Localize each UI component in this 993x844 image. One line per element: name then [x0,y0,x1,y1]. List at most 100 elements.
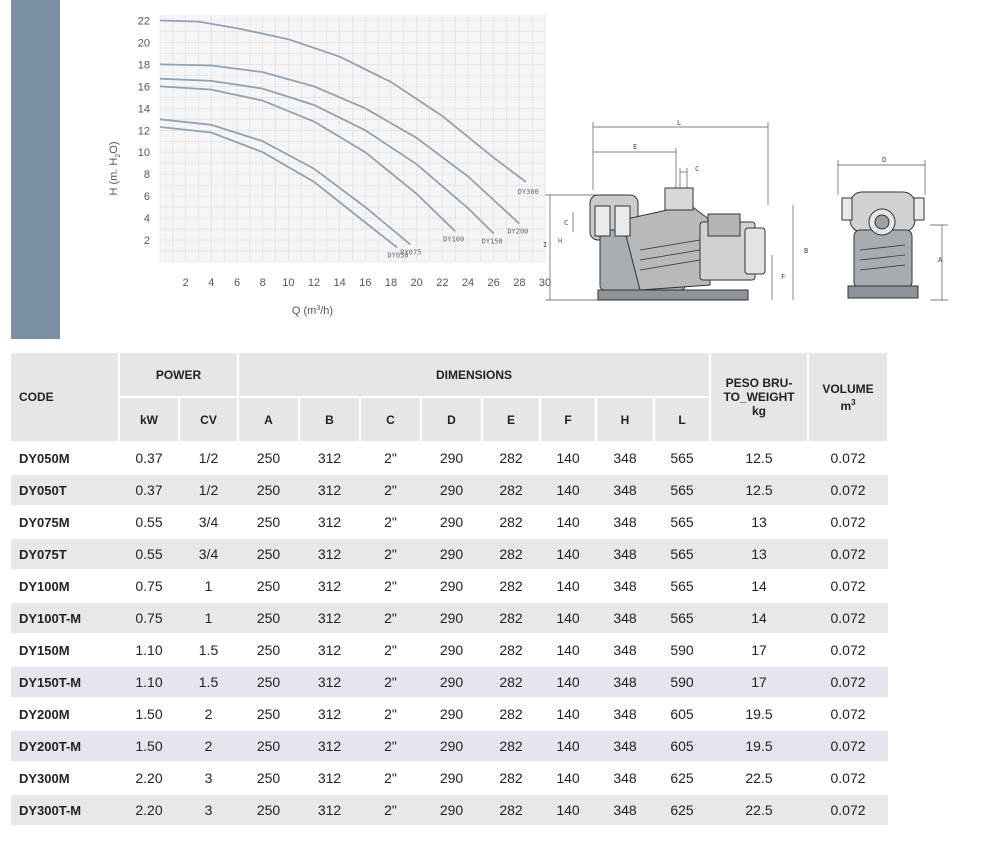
cell-l: 565 [654,506,711,539]
cell-d: 290 [421,442,482,475]
cell-a: 250 [238,442,299,475]
cell-e: 282 [482,794,540,827]
cell-c: 2" [360,570,421,603]
cell-kw: 0.55 [119,538,179,571]
cell-b: 312 [299,666,360,699]
cell-c: 2" [360,762,421,795]
table-row: DY200T-M 1.50 2 250 312 2" 290 282 140 3… [11,730,889,763]
curve-dy300 [159,19,527,183]
header-f: F [540,397,597,443]
y-tick-label: 16 [138,81,150,93]
cell-kw: 0.75 [119,602,179,635]
cell-f: 140 [540,474,596,507]
cell-weight: 12.5 [710,474,809,507]
side-color-bar [11,0,60,339]
cell-a: 250 [238,474,299,507]
x-tick-label: 10 [282,277,294,289]
cell-weight: 12.5 [710,442,809,475]
cell-c: 2" [360,506,421,539]
cell-d: 290 [421,538,482,571]
x-tick-label: 14 [334,277,346,289]
cell-volume: 0.072 [808,794,889,827]
cell-code: DY300M [11,762,119,795]
cell-e: 282 [482,634,540,667]
x-tick-label: 22 [436,277,448,289]
table-row: DY100T-M 0.75 1 250 312 2" 290 282 140 3… [11,602,889,635]
x-tick-label: 30 [539,277,551,289]
cell-cv: 3/4 [179,506,238,539]
cell-code: DY050T [11,474,119,507]
y-tick-label: 12 [138,125,150,137]
curve-dy075 [159,118,411,246]
cell-kw: 0.75 [119,570,179,603]
cell-a: 250 [238,538,299,571]
cell-f: 140 [540,794,596,827]
curve-label-dy150: DY150 [482,237,503,245]
cell-h: 348 [596,602,654,635]
table-row: DY075M 0.55 3/4 250 312 2" 290 282 140 3… [11,506,889,539]
x-tick-label: 20 [411,277,423,289]
cell-l: 590 [654,666,711,699]
table-body: DY050M 0.37 1/2 250 312 2" 290 282 140 3… [11,442,889,827]
cell-kw: 0.37 [119,474,179,507]
dim-label-a: A [938,256,943,264]
cell-e: 282 [482,442,540,475]
curve-label-dy075: DY075 [400,248,421,256]
header-h: H [596,397,655,443]
chart-h-label: H [558,237,562,245]
cell-f: 140 [540,762,596,795]
cell-weight: 13 [710,538,809,571]
cell-e: 282 [482,506,540,539]
cell-c: 2" [360,794,421,827]
cell-kw: 1.50 [119,698,179,731]
cell-a: 250 [238,730,299,763]
header-c: C [360,397,422,443]
cell-weight: 17 [710,634,809,667]
cell-f: 140 [540,602,596,635]
cell-code: DY100T-M [11,602,119,635]
cell-l: 625 [654,762,711,795]
cell-l: 565 [654,570,711,603]
cell-b: 312 [299,698,360,731]
specification-table: CODE POWER DIMENSIONS PESO BRU- TO_WEIGH… [11,353,890,827]
header-kw: kW [119,397,180,443]
cell-code: DY100M [11,570,119,603]
dim-label-c-left: C [564,219,568,227]
header-a: A [238,397,300,443]
x-tick-label: 12 [308,277,320,289]
cell-c: 2" [360,442,421,475]
header-b: B [299,397,361,443]
x-tick-label: 6 [234,277,240,289]
cell-weight: 13 [710,506,809,539]
chart-grid [159,15,546,263]
table-row: DY300M 2.20 3 250 312 2" 290 282 140 348… [11,762,889,795]
table-row: DY050T 0.37 1/2 250 312 2" 290 282 140 3… [11,474,889,507]
cell-e: 282 [482,666,540,699]
cell-a: 250 [238,570,299,603]
cell-f: 140 [540,442,596,475]
y-tick-label: 18 [138,59,150,71]
cell-f: 140 [540,634,596,667]
cell-kw: 2.20 [119,794,179,827]
cell-f: 140 [540,506,596,539]
cell-f: 140 [540,538,596,571]
cell-d: 290 [421,570,482,603]
pump-side-view-drawing: L E C C I B F [540,110,830,310]
cell-a: 250 [238,634,299,667]
cell-a: 250 [238,762,299,795]
cell-l: 605 [654,698,711,731]
header-d: D [421,397,483,443]
cell-c: 2" [360,634,421,667]
performance-chart: DY050 DY075 DY100 DY150 DY200 DY300 2 4 6 8 10 12 1… [100,0,562,330]
cell-cv: 3 [179,762,238,795]
cell-volume: 0.072 [808,442,889,475]
header-peso-line2: TO_WEIGHT [723,390,795,404]
cell-b: 312 [299,538,360,571]
dim-label-i: I [543,241,547,249]
dim-label-d: D [882,156,886,164]
cell-kw: 1.50 [119,730,179,763]
dim-label-c-top: C [695,165,699,173]
cell-l: 565 [654,442,711,475]
